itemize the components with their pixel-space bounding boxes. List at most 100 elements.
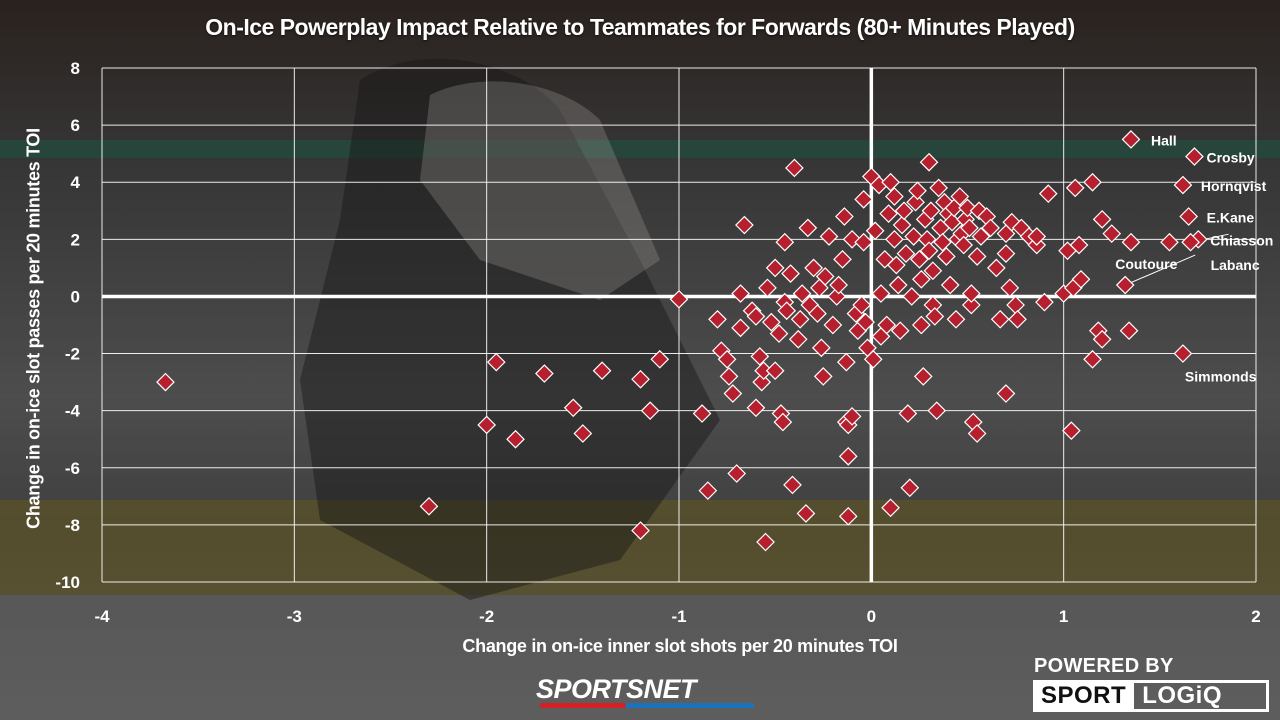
data-point — [925, 307, 945, 326]
y-tick-label: -4 — [65, 402, 81, 421]
data-point — [563, 398, 583, 418]
data-point — [987, 258, 1006, 278]
data-point — [765, 258, 785, 278]
point-label: Labanc — [1211, 257, 1260, 273]
data-point — [1083, 172, 1102, 192]
data-point — [892, 215, 912, 235]
data-point — [886, 255, 906, 275]
y-tick-label: 8 — [71, 59, 80, 78]
data-point — [969, 201, 989, 221]
data-point — [940, 275, 960, 295]
data-point — [477, 415, 497, 435]
data-point — [996, 244, 1016, 263]
data-point — [506, 429, 525, 449]
y-tick-label: -8 — [65, 516, 80, 535]
sportsnet-logo: SPORTSNET — [536, 674, 697, 704]
data-point — [919, 241, 939, 261]
data-point — [996, 384, 1016, 403]
y-tick-label: 4 — [71, 173, 81, 192]
y-tick-label: 2 — [71, 230, 80, 249]
data-point — [731, 318, 750, 338]
data-point — [898, 404, 918, 423]
data-point — [592, 361, 612, 381]
data-point — [823, 315, 843, 335]
data-point — [1102, 224, 1122, 243]
data-point — [967, 247, 987, 266]
point-label: E.Kane — [1207, 209, 1255, 225]
y-tick-label: 0 — [71, 287, 80, 306]
data-point — [777, 301, 797, 321]
data-point — [919, 152, 939, 172]
y-tick-label: -2 — [65, 345, 80, 364]
data-point — [875, 249, 895, 269]
data-point — [971, 227, 991, 246]
labeled-data-point — [1185, 147, 1204, 166]
data-point — [731, 284, 750, 303]
y-axis-label: Change in on-ice slot passes per 20 minu… — [23, 128, 44, 529]
data-point — [796, 504, 816, 523]
y-tick-label: 6 — [71, 116, 80, 135]
data-point — [486, 352, 506, 372]
data-point — [640, 401, 660, 421]
labeled-data-point — [1121, 130, 1141, 149]
data-point — [773, 412, 793, 432]
data-point — [1071, 269, 1091, 289]
data-point — [1160, 232, 1179, 252]
data-point — [1065, 178, 1085, 198]
data-point — [761, 312, 781, 332]
data-point — [708, 309, 727, 329]
data-point — [838, 447, 858, 466]
data-point — [908, 181, 927, 201]
data-point — [929, 178, 948, 198]
data-point — [835, 207, 854, 226]
data-point — [913, 367, 933, 386]
data-point — [842, 407, 862, 426]
x-tick-label: 2 — [1251, 607, 1260, 626]
x-tick-label: -1 — [671, 607, 686, 626]
data-point — [1121, 232, 1141, 252]
data-point — [723, 384, 743, 403]
data-point — [1002, 212, 1022, 232]
data-point — [1092, 329, 1112, 349]
data-point — [885, 229, 904, 249]
data-point — [829, 275, 848, 295]
labeled-data-point — [1173, 344, 1193, 363]
data-point — [960, 218, 979, 238]
data-point — [156, 372, 175, 392]
data-point — [1062, 421, 1081, 441]
data-point — [650, 349, 670, 369]
data-point — [981, 218, 1000, 238]
data-point — [946, 309, 966, 329]
data-point — [1006, 295, 1025, 315]
data-point — [775, 232, 795, 252]
point-label: Simmonds — [1185, 369, 1257, 385]
data-point — [758, 278, 777, 298]
data-point — [896, 244, 916, 263]
powered-by-text: POWERED BY — [1034, 655, 1174, 677]
x-tick-label: -4 — [94, 607, 110, 626]
data-point — [865, 221, 885, 241]
data-point — [798, 218, 818, 238]
data-point — [1119, 321, 1139, 341]
y-tick-label: -6 — [65, 459, 80, 478]
data-point — [1000, 278, 1020, 298]
data-point — [765, 361, 785, 381]
data-point — [419, 496, 439, 516]
data-point — [961, 284, 981, 303]
data-point — [927, 401, 947, 421]
data-point — [735, 215, 754, 235]
data-point — [910, 249, 929, 269]
data-point — [900, 478, 920, 498]
data-point — [838, 506, 858, 526]
data-point — [906, 192, 925, 212]
data-point — [631, 369, 650, 389]
point-label: Crosby — [1206, 150, 1254, 166]
data-point — [852, 295, 872, 315]
leader-line — [1125, 254, 1196, 286]
data-point — [819, 227, 839, 246]
data-point — [811, 338, 831, 358]
